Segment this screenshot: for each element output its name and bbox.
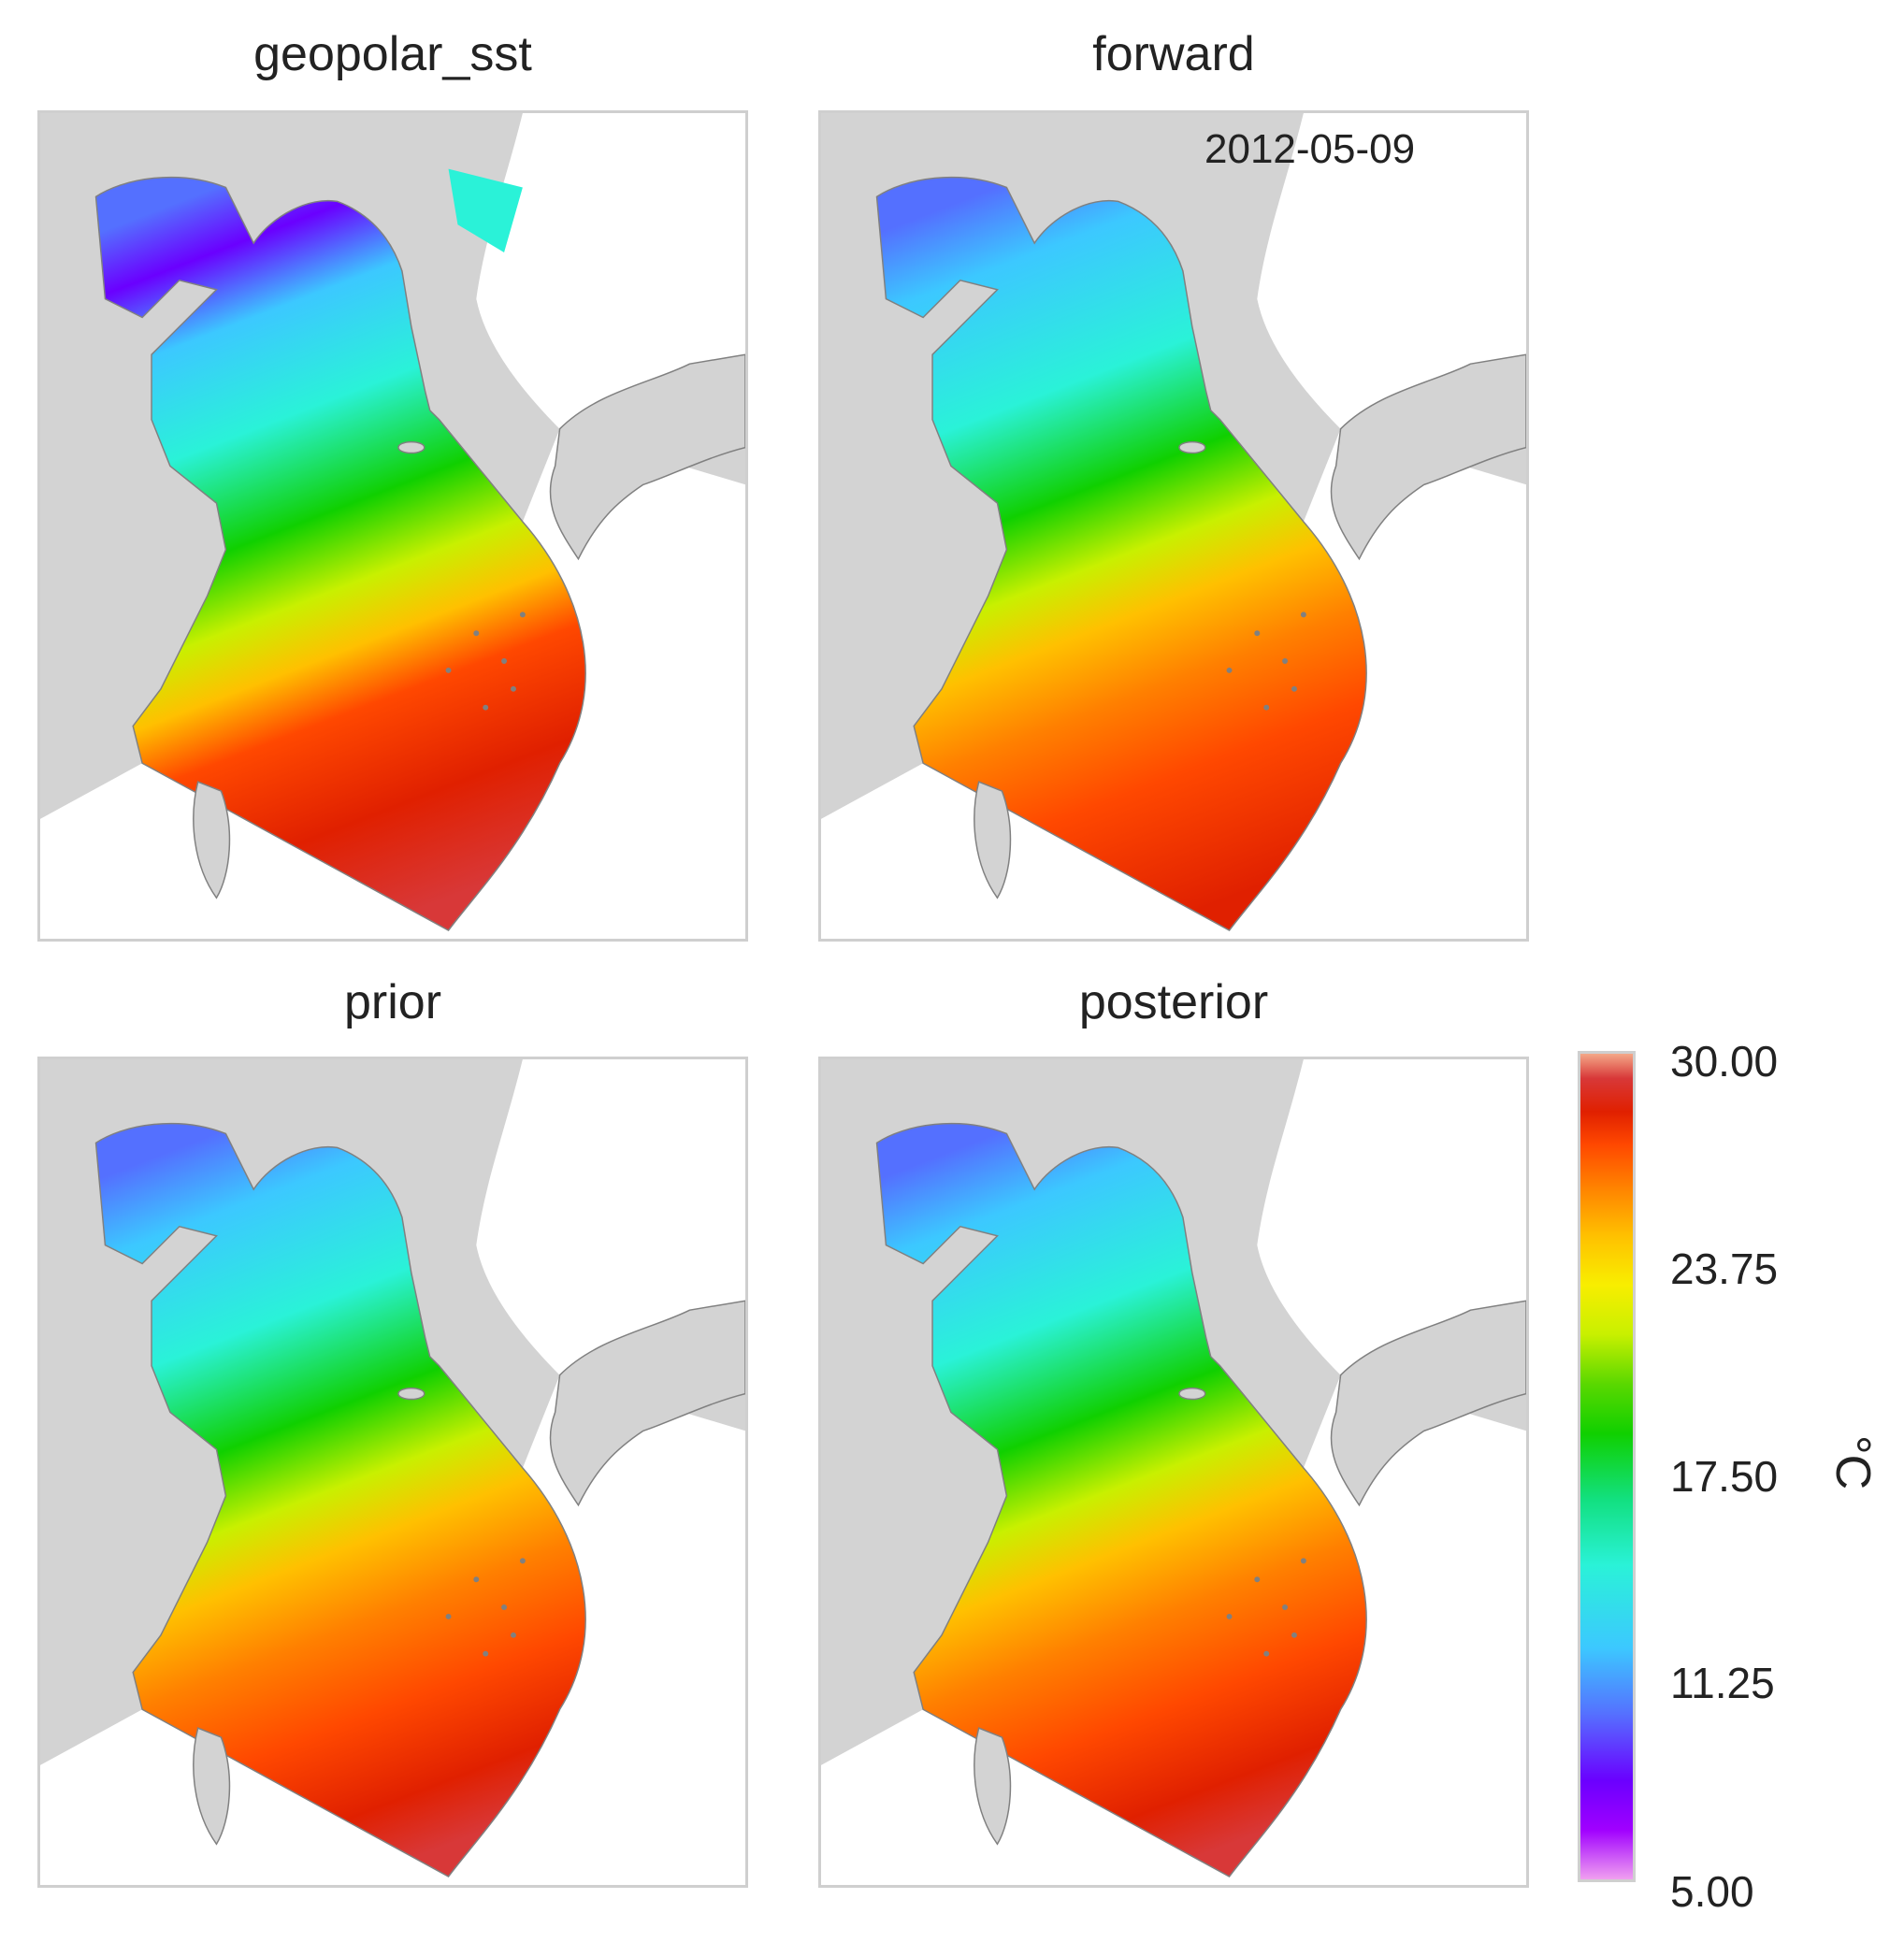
map-svg — [821, 113, 1526, 939]
island-marker — [1226, 667, 1233, 673]
colorbar-tick-17-50: 17.50 — [1670, 1452, 1779, 1501]
island-marker — [483, 704, 489, 711]
taiwan-island — [193, 1727, 231, 1846]
colorbar-tick-5: 5.00 — [1670, 1867, 1754, 1916]
open-ocean-area — [476, 1059, 745, 1375]
panel-title-posterior: posterior — [1078, 975, 1269, 1029]
island-marker — [1254, 630, 1261, 637]
jeju-island — [1178, 1387, 1206, 1401]
island-marker — [510, 685, 516, 692]
island-marker — [1291, 685, 1297, 692]
sst-field — [94, 176, 586, 932]
island-marker — [483, 1650, 489, 1657]
island-marker — [510, 1632, 516, 1638]
open-ocean-area — [1257, 113, 1526, 429]
island-marker — [1282, 1604, 1289, 1610]
colorbar-tick-30: 30.00 — [1670, 1037, 1779, 1086]
jeju-island — [397, 1387, 426, 1401]
japan-landmass — [549, 353, 745, 561]
island-marker — [1263, 704, 1270, 711]
map-svg — [40, 113, 745, 939]
sst-field — [94, 1122, 586, 1878]
island-marker — [445, 1613, 452, 1619]
sst-field — [875, 176, 1367, 932]
jeju-island — [1178, 440, 1206, 454]
sst-field — [875, 1122, 1367, 1878]
island-marker — [1263, 1650, 1270, 1657]
colorbar-tick-23-75: 23.75 — [1670, 1244, 1779, 1293]
island-marker — [501, 658, 508, 664]
island-marker — [473, 630, 480, 637]
date-label: 2012-05-09 — [1204, 126, 1416, 172]
japan-landmass — [1330, 353, 1526, 561]
island-marker — [473, 1576, 480, 1583]
open-ocean-area — [1257, 1059, 1526, 1375]
colorbar-tick-11-25: 11.25 — [1670, 1659, 1775, 1707]
island-marker — [1291, 1632, 1297, 1638]
taiwan-island — [974, 781, 1012, 899]
island-marker — [1254, 1576, 1261, 1583]
panel-title-forward: forward — [1092, 27, 1255, 81]
panel-title-prior: prior — [343, 975, 442, 1029]
island-marker — [519, 1558, 526, 1564]
island-marker — [1226, 1613, 1233, 1619]
jeju-island — [397, 440, 426, 454]
japan-landmass — [549, 1300, 745, 1507]
colorbar-unit-label: °C — [1825, 1434, 1881, 1490]
island-marker — [1300, 1558, 1306, 1564]
taiwan-island — [974, 1727, 1012, 1846]
island-marker — [501, 1604, 508, 1610]
map-panel-geopolar-sst — [37, 110, 748, 942]
island-marker — [445, 667, 452, 673]
panel-title-geopolar-sst: geopolar_sst — [253, 27, 532, 81]
island-marker — [519, 611, 526, 618]
open-ocean-area — [476, 113, 745, 429]
taiwan-island — [193, 781, 231, 899]
observation-patch — [448, 168, 523, 252]
map-svg — [821, 1059, 1526, 1885]
japan-landmass — [1330, 1300, 1526, 1507]
island-marker — [1282, 658, 1289, 664]
map-panel-posterior — [818, 1057, 1529, 1888]
map-svg — [40, 1059, 745, 1885]
map-panel-prior — [37, 1057, 748, 1888]
map-panel-forward: 2012-05-09 — [818, 110, 1529, 942]
colorbar — [1578, 1051, 1636, 1882]
island-marker — [1300, 611, 1306, 618]
